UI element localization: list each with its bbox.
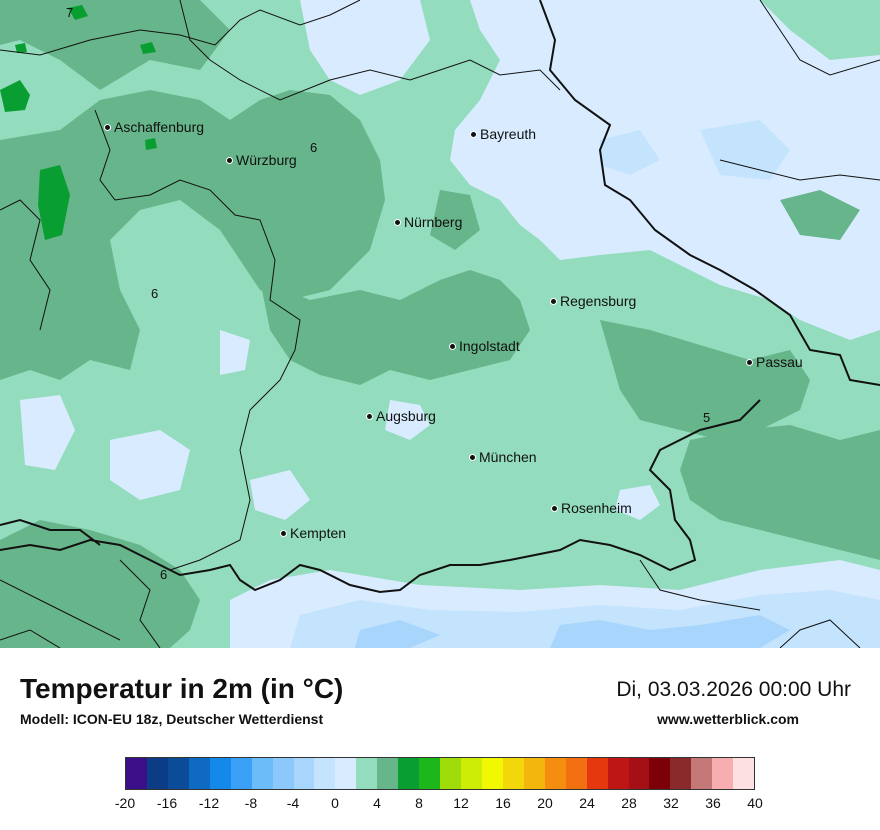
city-marker bbox=[366, 412, 373, 420]
legend-swatch bbox=[586, 758, 608, 789]
legend-swatch bbox=[712, 758, 734, 789]
legend-swatch bbox=[146, 758, 168, 789]
city-label: Kempten bbox=[290, 525, 347, 541]
city-label: München bbox=[479, 449, 537, 465]
city-marker bbox=[746, 358, 753, 366]
forecast-datetime: Di, 03.03.2026 00:00 Uhr bbox=[616, 678, 851, 701]
isoline-label: 6 bbox=[310, 140, 318, 155]
city-label: Regensburg bbox=[560, 293, 637, 309]
legend-tick-label: 24 bbox=[579, 795, 595, 811]
legend-tick-label: 40 bbox=[747, 795, 763, 811]
legend-swatch bbox=[440, 758, 461, 789]
city-marker bbox=[280, 529, 287, 537]
legend-swatch bbox=[314, 758, 336, 789]
city-label: Ingolstadt bbox=[459, 338, 520, 354]
legend-swatch bbox=[565, 758, 587, 789]
city-marker bbox=[469, 453, 476, 461]
legend-tick-label: 8 bbox=[415, 795, 423, 811]
legend-swatch bbox=[628, 758, 650, 789]
city-ingolstadt[interactable]: Ingolstadt bbox=[449, 339, 520, 353]
legend-swatch bbox=[419, 758, 441, 789]
legend-tick-label: 36 bbox=[705, 795, 721, 811]
city-augsburg[interactable]: Augsburg bbox=[366, 409, 436, 423]
model-subtitle: Modell: ICON-EU 18z, Deutscher Wetterdie… bbox=[20, 711, 324, 727]
city-nuernberg[interactable]: Nürnberg bbox=[394, 215, 462, 229]
temp-field-6-8 bbox=[0, 0, 880, 648]
city-marker bbox=[551, 504, 558, 512]
isoline-label: 6 bbox=[160, 567, 168, 582]
city-marker bbox=[394, 218, 401, 226]
legend-tick-label: 28 bbox=[621, 795, 637, 811]
map-title: Temperatur in 2m (in °C) bbox=[20, 673, 344, 704]
legend-tick-label: 0 bbox=[331, 795, 339, 811]
legend-swatch bbox=[293, 758, 315, 789]
city-wuerzburg[interactable]: Würzburg bbox=[226, 153, 297, 167]
legend-tick-label: -4 bbox=[286, 795, 300, 811]
website-link[interactable]: www.wetterblick.com bbox=[657, 711, 799, 727]
legend-swatch bbox=[230, 758, 252, 789]
legend-swatch bbox=[398, 758, 420, 789]
legend-swatch bbox=[481, 758, 503, 789]
legend-swatch bbox=[691, 758, 713, 789]
temperature-map: 7 6 6 5 6 Aschaffenburg Würzburg Bayreut… bbox=[0, 0, 880, 648]
city-rosenheim[interactable]: Rosenheim bbox=[551, 501, 632, 515]
legend-tick-label: -16 bbox=[156, 795, 178, 811]
city-muenchen[interactable]: München bbox=[469, 450, 537, 464]
city-label: Würzburg bbox=[236, 152, 297, 168]
legend-tick-label: -20 bbox=[114, 795, 136, 811]
map-canvas bbox=[0, 0, 880, 648]
isoline-label: 5 bbox=[703, 410, 711, 425]
legend-swatch bbox=[670, 758, 692, 789]
city-label: Passau bbox=[756, 354, 803, 370]
city-label: Aschaffenburg bbox=[114, 119, 205, 135]
city-marker bbox=[104, 123, 111, 131]
city-marker bbox=[470, 130, 477, 138]
legend-tick-label: 4 bbox=[373, 795, 381, 811]
legend-tick-label: 20 bbox=[537, 795, 553, 811]
city-kempten[interactable]: Kempten bbox=[280, 526, 346, 540]
city-passau[interactable]: Passau bbox=[746, 355, 803, 369]
legend-tick-label: 32 bbox=[663, 795, 679, 811]
isoline-label: 7 bbox=[66, 5, 74, 20]
temp-field-neg2-0 bbox=[355, 615, 790, 648]
city-marker bbox=[449, 342, 456, 350]
legend-swatch bbox=[209, 758, 231, 789]
legend-swatch bbox=[544, 758, 566, 789]
legend-tick-label: 12 bbox=[453, 795, 469, 811]
legend-tick-label: -8 bbox=[244, 795, 258, 811]
legend-swatch bbox=[356, 758, 378, 789]
temp-field-2-4 bbox=[0, 0, 880, 648]
legend-swatch bbox=[126, 758, 147, 789]
legend-swatch bbox=[733, 758, 755, 789]
isoline-label: 6 bbox=[151, 286, 159, 301]
city-marker bbox=[226, 156, 233, 164]
legend-swatch bbox=[251, 758, 273, 789]
city-aschaffenburg[interactable]: Aschaffenburg bbox=[104, 120, 204, 134]
legend-tick-label: -12 bbox=[198, 795, 220, 811]
legend-swatch bbox=[649, 758, 671, 789]
legend-swatch bbox=[523, 758, 545, 789]
legend-swatch bbox=[335, 758, 357, 789]
legend-swatch bbox=[607, 758, 629, 789]
legend-swatch bbox=[461, 758, 482, 789]
city-regensburg[interactable]: Regensburg bbox=[550, 294, 636, 308]
city-marker bbox=[550, 297, 557, 305]
city-label: Augsburg bbox=[376, 408, 436, 424]
city-bayreuth[interactable]: Bayreuth bbox=[470, 127, 536, 141]
temp-field-8-10 bbox=[0, 5, 157, 240]
city-label: Nürnberg bbox=[404, 214, 463, 230]
legend-swatch bbox=[167, 758, 189, 789]
legend-ticks: -20 -16 -12 -8 -4 0 4 8 12 16 20 24 28 32 36 40 bbox=[115, 795, 763, 815]
city-label: Rosenheim bbox=[561, 500, 632, 516]
legend-swatch bbox=[272, 758, 294, 789]
city-label: Bayreuth bbox=[480, 126, 537, 142]
color-legend bbox=[125, 757, 755, 790]
legend-swatch bbox=[377, 758, 399, 789]
legend-swatch bbox=[188, 758, 210, 789]
border-lines bbox=[0, 0, 880, 648]
legend-tick-label: 16 bbox=[495, 795, 511, 811]
legend-swatch bbox=[502, 758, 524, 789]
